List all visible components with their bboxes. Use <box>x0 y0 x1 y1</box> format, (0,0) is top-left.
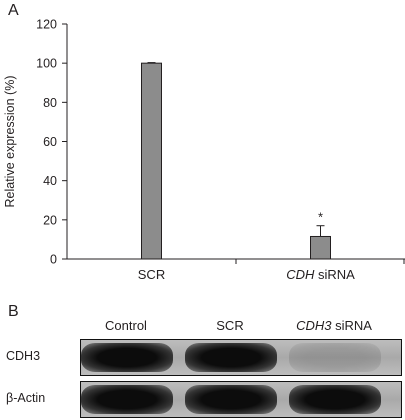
blot-row-label: CDH3 <box>6 348 41 363</box>
x-category-label: SCR <box>138 267 165 282</box>
y-axis-title: Relative expression (%) <box>3 76 17 208</box>
y-tick-label: 60 <box>43 135 57 149</box>
y-tick-label: 0 <box>50 253 57 267</box>
panel-a-label: A <box>8 2 19 19</box>
blot-band <box>185 343 277 372</box>
y-tick-label: 100 <box>36 57 57 71</box>
lane-label: CDH3 siRNA <box>296 318 372 333</box>
y-tick-label: 40 <box>43 174 57 188</box>
blot-band <box>289 385 381 414</box>
blot-row-label: β-Actin <box>6 390 46 405</box>
lane-label: Control <box>105 318 147 333</box>
panel-b-label: B <box>8 303 19 320</box>
blot-band <box>81 343 173 372</box>
blot-band <box>81 385 173 414</box>
y-tick-label: 120 <box>36 18 57 32</box>
bar-chart: 0 20 40 60 80 100 120 Relative expression (%) SC… <box>3 18 405 282</box>
blot-band <box>185 385 277 414</box>
y-tick-label: 20 <box>43 213 57 227</box>
bar-0 <box>141 62 162 260</box>
lane-label: SCR <box>216 318 244 333</box>
blot-band <box>289 343 381 372</box>
x-category-label: CDH siRNA <box>286 267 355 282</box>
bar-1 <box>310 235 331 260</box>
y-tick-label: 80 <box>43 96 57 110</box>
significance-marker: * <box>318 210 323 225</box>
blot-strip <box>80 339 402 376</box>
blot-strip <box>80 381 402 418</box>
